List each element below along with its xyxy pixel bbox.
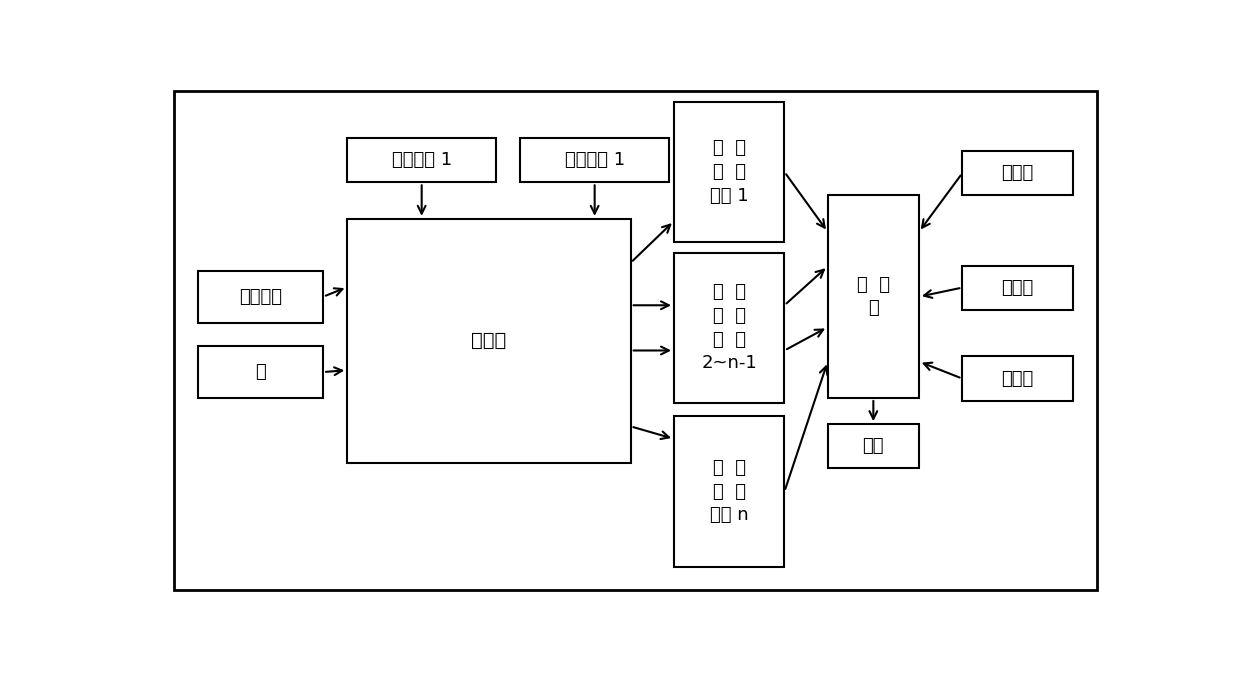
Text: 定形剂: 定形剂 xyxy=(1002,369,1034,387)
Bar xyxy=(347,138,496,182)
Text: 普通聚酯: 普通聚酯 xyxy=(239,288,283,306)
Bar xyxy=(828,424,919,468)
Text: 抗氧剂: 抗氧剂 xyxy=(1002,279,1034,296)
Bar xyxy=(962,151,1073,195)
Text: 低  分
子  量
聚  酯
2~n-1: 低 分 子 量 聚 酯 2~n-1 xyxy=(702,284,758,373)
Bar xyxy=(675,102,785,242)
Text: 时间控制 1: 时间控制 1 xyxy=(564,151,625,169)
Text: 反应釜: 反应釜 xyxy=(471,331,507,350)
Text: 低  分
子  量
聚酯 n: 低 分 子 量 聚酯 n xyxy=(709,459,749,524)
Bar xyxy=(675,416,785,567)
Bar xyxy=(675,252,785,403)
Bar xyxy=(198,271,324,323)
Text: 成品: 成品 xyxy=(863,437,884,455)
Text: 水: 水 xyxy=(255,363,267,381)
Bar xyxy=(198,346,324,398)
Text: 导热剂: 导热剂 xyxy=(1002,164,1034,182)
Text: 温度控制 1: 温度控制 1 xyxy=(392,151,451,169)
Bar xyxy=(521,138,670,182)
Text: 低  分
子  量
聚酯 1: 低 分 子 量 聚酯 1 xyxy=(709,139,749,205)
Text: 反  应
釜: 反 应 釜 xyxy=(857,276,890,317)
Bar xyxy=(828,195,919,398)
Bar xyxy=(962,356,1073,401)
Bar xyxy=(962,265,1073,310)
Bar xyxy=(347,219,631,463)
